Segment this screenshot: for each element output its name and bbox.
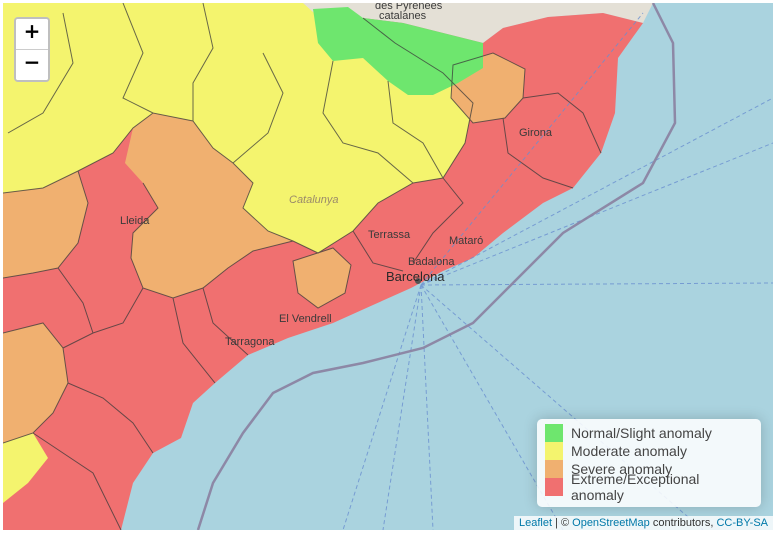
label-catalunya: Catalunya — [289, 194, 339, 206]
severe-anomaly-area-west — [3, 171, 88, 278]
map-view[interactable]: des Pyrénées catalanes Girona Lleida Cat… — [3, 3, 773, 530]
label-vendrell: El Vendrell — [279, 313, 332, 325]
label-pyrenees: des Pyrénées — [375, 3, 443, 12]
severe-anomaly-area-southwest — [3, 323, 68, 443]
label-badalona: Badalona — [408, 256, 455, 268]
label-catalanes: catalanes — [379, 10, 427, 22]
maritime-boundary — [196, 3, 677, 530]
label-terrassa: Terrassa — [368, 229, 411, 241]
zoom-out-button[interactable]: − — [16, 49, 48, 80]
legend-label-extreme: Extreme/Exceptional anomaly — [571, 471, 700, 503]
legend: Normal/Slight anomaly Moderate anomaly S… — [537, 419, 761, 507]
legend-label-severe: Severe anomaly — [571, 461, 673, 477]
map-canvas: des Pyrénées catalanes Girona Lleida Cat… — [3, 3, 773, 530]
label-tarragona: Tarragona — [225, 336, 275, 348]
attribution-separator: | © — [552, 517, 573, 529]
legend-item: Moderate anomaly — [545, 442, 753, 460]
legend-swatch-normal — [545, 424, 563, 442]
openstreetmap-link[interactable]: OpenStreetMap — [572, 517, 650, 529]
attribution-contributors: contributors, — [649, 517, 717, 529]
legend-swatch-extreme — [545, 478, 563, 496]
label-girona: Girona — [519, 127, 553, 139]
zoom-control: + − — [14, 17, 50, 82]
attribution: Leaflet | © OpenStreetMap contributors, … — [513, 516, 773, 530]
zoom-in-button[interactable]: + — [16, 19, 48, 49]
legend-item: Severe anomaly — [545, 460, 753, 478]
label-mataro: Mataró — [449, 235, 483, 247]
severe-anomaly-area-penedes — [293, 248, 351, 308]
leaflet-link[interactable]: Leaflet — [518, 517, 552, 529]
legend-item: Normal/Slight anomaly — [545, 424, 753, 442]
severe-anomaly-area-central — [125, 113, 293, 298]
label-barcelona: Barcelona — [386, 269, 445, 284]
legend-label-moderate: Moderate anomaly — [571, 443, 687, 459]
normal-anomaly-area — [313, 7, 483, 95]
legend-swatch-severe — [545, 460, 563, 478]
barcelona-dot — [415, 278, 421, 284]
label-lleida: Lleida — [120, 215, 150, 227]
legend-item: Extreme/Exceptional anomaly — [545, 471, 753, 503]
comarca-borders — [3, 3, 602, 530]
license-link[interactable]: CC-BY-SA — [716, 517, 768, 529]
legend-label-normal: Normal/Slight anomaly — [571, 425, 712, 441]
moderate-anomaly-area-south — [3, 433, 48, 503]
france-land — [283, 3, 653, 43]
moderate-anomaly-area — [3, 3, 473, 253]
legend-swatch-moderate — [545, 442, 563, 460]
